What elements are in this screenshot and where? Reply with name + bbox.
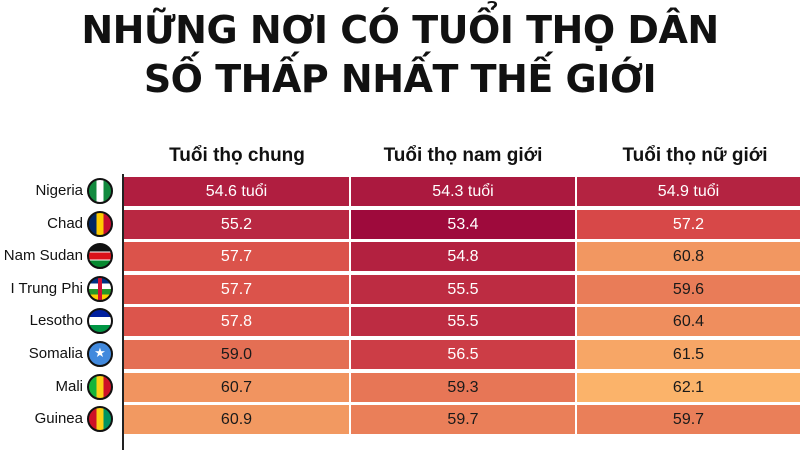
country-label: Nigeria <box>35 182 83 199</box>
title-line-2: SỐ THẤP NHẤT THẾ GIỚI <box>143 57 657 101</box>
heat-cell: 56.5 <box>351 340 575 369</box>
heat-cell: 59.6 <box>577 275 800 304</box>
title-line-1: NHỮNG NƠI CÓ TUỔI THỌ DÂN <box>81 8 719 52</box>
country-label: Nam Sudan <box>3 247 83 264</box>
axis-divider <box>122 174 124 450</box>
column-header-2: Tuổi thọ nam giới <box>383 145 543 166</box>
nigeria-flag-icon <box>87 178 113 204</box>
heat-cell: 57.8 <box>124 307 349 336</box>
central-african-republic-flag-icon <box>87 276 113 302</box>
heat-cell: 55.5 <box>351 307 575 336</box>
country-label: Lesotho <box>29 312 83 329</box>
heat-cell: 54.8 <box>351 242 575 271</box>
heat-cell: 55.2 <box>124 210 349 239</box>
heat-cell: 54.3 tuổi <box>351 177 575 206</box>
heat-cell: 57.7 <box>124 242 349 271</box>
country-label: I Trung Phi <box>10 280 83 297</box>
guinea-flag-icon <box>87 406 113 432</box>
heat-cell: 57.7 <box>124 275 349 304</box>
heat-cell: 54.6 tuổi <box>124 177 349 206</box>
heat-cell: 53.4 <box>351 210 575 239</box>
column-header-3: Tuổi thọ nữ giới <box>622 145 768 166</box>
chad-flag-icon <box>87 211 113 237</box>
country-label: Mali <box>55 378 83 395</box>
heat-cell: 55.5 <box>351 275 575 304</box>
column-header-1: Tuổi thọ chung <box>169 145 305 166</box>
heat-cell: 61.5 <box>577 340 800 369</box>
heat-cell: 59.0 <box>124 340 349 369</box>
south-sudan-flag-icon <box>87 243 113 269</box>
heat-cell: 57.2 <box>577 210 800 239</box>
heat-cell: 60.9 <box>124 405 349 434</box>
heat-cell: 60.7 <box>124 373 349 402</box>
heat-cell: 62.1 <box>577 373 800 402</box>
heat-cell: 60.4 <box>577 307 800 336</box>
lesotho-flag-icon <box>87 308 113 334</box>
heat-cell: 59.7 <box>351 405 575 434</box>
country-label: Somalia <box>28 345 83 362</box>
mali-flag-icon <box>87 374 113 400</box>
heat-cell: 60.8 <box>577 242 800 271</box>
heat-cell: 54.9 tuổi <box>577 177 800 206</box>
country-label: Chad <box>47 215 83 232</box>
heat-cell: 59.3 <box>351 373 575 402</box>
chart-title: NHỮNG NƠI CÓ TUỔI THỌ DÂN SỐ THẤP NHẤT T… <box>0 6 800 104</box>
somalia-flag-icon: ★ <box>87 341 113 367</box>
country-label: Guinea <box>34 410 83 427</box>
heat-cell: 59.7 <box>577 405 800 434</box>
